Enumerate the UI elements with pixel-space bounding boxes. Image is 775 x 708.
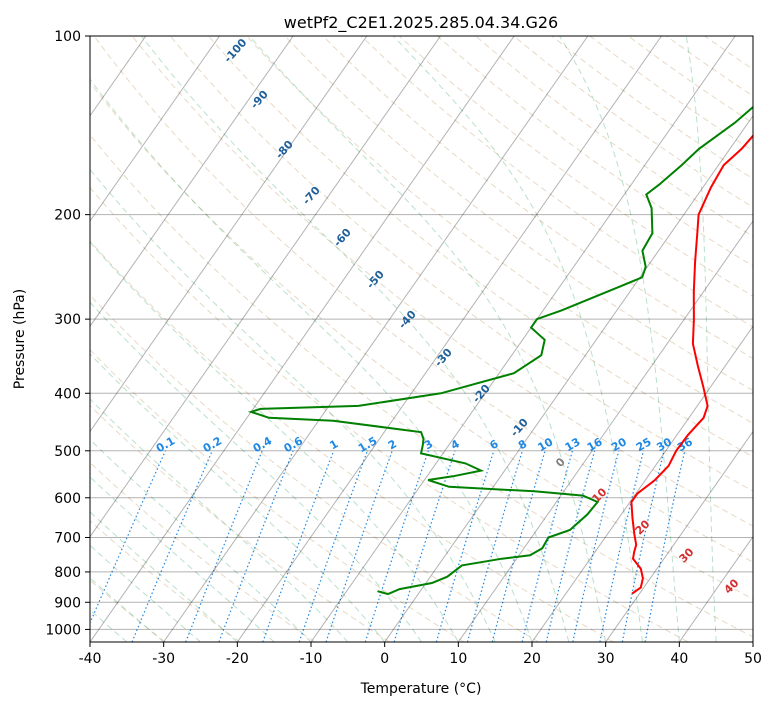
y-tick-label: 300 bbox=[54, 312, 81, 328]
x-axis: -40 -30 -20 -10 0 10 20 30 40 50 bbox=[79, 642, 762, 667]
x-tick-label: 0 bbox=[380, 651, 389, 667]
moist-adiabat-line bbox=[249, 36, 607, 642]
dry-adiabat-line bbox=[90, 240, 614, 642]
isotherm-line bbox=[384, 114, 753, 642]
y-tick-label: 800 bbox=[54, 565, 81, 581]
mixing-ratio-line bbox=[131, 450, 213, 642]
x-tick-label: -20 bbox=[226, 651, 249, 667]
moist-adiabat-line bbox=[90, 168, 496, 642]
plot-frame bbox=[89, 35, 754, 643]
isotherm-line bbox=[457, 220, 753, 642]
moist-adiabat-line bbox=[90, 476, 275, 642]
isotherm-line bbox=[90, 36, 294, 328]
dry-adiabat-line bbox=[93, 36, 753, 563]
mixing-ratio-line bbox=[572, 450, 620, 642]
mixing-ratio-line bbox=[325, 450, 393, 642]
isotherm-line bbox=[90, 36, 368, 433]
moist-adiabat-line bbox=[90, 544, 201, 642]
mixing-ratio-line bbox=[218, 450, 294, 642]
mixing-ratio-line bbox=[435, 450, 495, 642]
isotherm-line bbox=[90, 36, 441, 538]
moist-adiabat-line bbox=[90, 353, 386, 642]
dry-adiabat-line bbox=[246, 36, 753, 424]
y-tick-label: 100 bbox=[54, 29, 81, 45]
moist-adiabat-line bbox=[685, 36, 717, 642]
x-tick-label: 50 bbox=[744, 651, 762, 667]
moist-adiabat-line bbox=[90, 301, 422, 642]
temperature-profile-line bbox=[630, 134, 753, 595]
x-tick-label: 30 bbox=[597, 651, 615, 667]
x-axis-label: Temperature (°C) bbox=[360, 681, 482, 697]
isotherm-line bbox=[163, 36, 589, 642]
guide-lines bbox=[90, 36, 753, 642]
y-axis-label: Pressure (hPa) bbox=[12, 289, 28, 389]
dry-adiabat-line bbox=[90, 405, 390, 642]
moist-adiabat-line bbox=[90, 577, 165, 642]
moist-adiabat-line bbox=[392, 36, 643, 642]
y-axis: 100 200 300 400 500 600 700 800 900 1000 bbox=[45, 29, 90, 638]
isotherm-line bbox=[236, 36, 662, 642]
y-tick-label: 600 bbox=[54, 491, 81, 507]
y-tick-label: 900 bbox=[54, 595, 81, 611]
y-tick-label: 700 bbox=[54, 531, 81, 547]
dry-adiabat-line bbox=[90, 134, 753, 638]
dry-adiabat-line bbox=[131, 36, 753, 527]
mixing-ratio-line bbox=[545, 450, 596, 642]
grid-lines bbox=[90, 36, 753, 642]
dry-adiabat-line bbox=[90, 461, 315, 642]
mixing-ratio-line bbox=[262, 450, 335, 642]
dry-adiabat-line bbox=[90, 186, 689, 642]
dry-adiabat-line bbox=[90, 349, 465, 642]
moist-adiabat-line bbox=[90, 438, 312, 642]
x-tick-label: -30 bbox=[152, 651, 175, 667]
mixing-ratio-line bbox=[599, 450, 645, 642]
mixing-ratio-line bbox=[185, 450, 263, 642]
moist-adiabat-line bbox=[90, 511, 238, 642]
dry-adiabat-line bbox=[360, 36, 753, 328]
isotherm-line bbox=[90, 36, 220, 222]
x-tick-label: 40 bbox=[670, 651, 688, 667]
mixing-ratio-line bbox=[298, 450, 368, 642]
mixing-ratio-line bbox=[393, 450, 456, 642]
isotherm-line bbox=[531, 325, 753, 642]
isotherm-line bbox=[90, 36, 515, 642]
isotherm-line bbox=[310, 36, 736, 642]
chart-title: wetPf2_C2E1.2025.285.04.34.G26 bbox=[284, 13, 558, 33]
mixing-ratio-line bbox=[466, 450, 523, 642]
isotherm-line bbox=[678, 535, 753, 642]
x-tick-label: -10 bbox=[300, 651, 323, 667]
dewpoint-profile-line bbox=[247, 105, 753, 596]
dry-adiabat-line bbox=[169, 36, 753, 492]
mixing-ratio-line bbox=[491, 450, 546, 642]
moist-adiabat-line bbox=[559, 36, 680, 642]
dry-adiabat-line bbox=[208, 36, 753, 458]
mixing-ratio-line bbox=[364, 450, 429, 642]
x-tick-label: 10 bbox=[449, 651, 467, 667]
x-tick-label: 20 bbox=[523, 651, 541, 667]
y-tick-label: 1000 bbox=[45, 622, 81, 638]
mixing-ratio-line bbox=[90, 450, 166, 625]
dry-adiabat-line bbox=[90, 81, 753, 600]
profiles bbox=[247, 105, 753, 596]
moist-adiabat-line bbox=[90, 241, 459, 642]
y-tick-label: 200 bbox=[54, 208, 81, 224]
moist-adiabat-line bbox=[141, 36, 570, 642]
isotherm-line bbox=[605, 430, 753, 642]
dry-adiabat-line bbox=[398, 36, 753, 297]
y-tick-label: 500 bbox=[54, 444, 81, 460]
x-tick-label: -40 bbox=[79, 651, 102, 667]
y-tick-label: 400 bbox=[54, 386, 81, 402]
dry-adiabat-line bbox=[90, 294, 540, 642]
